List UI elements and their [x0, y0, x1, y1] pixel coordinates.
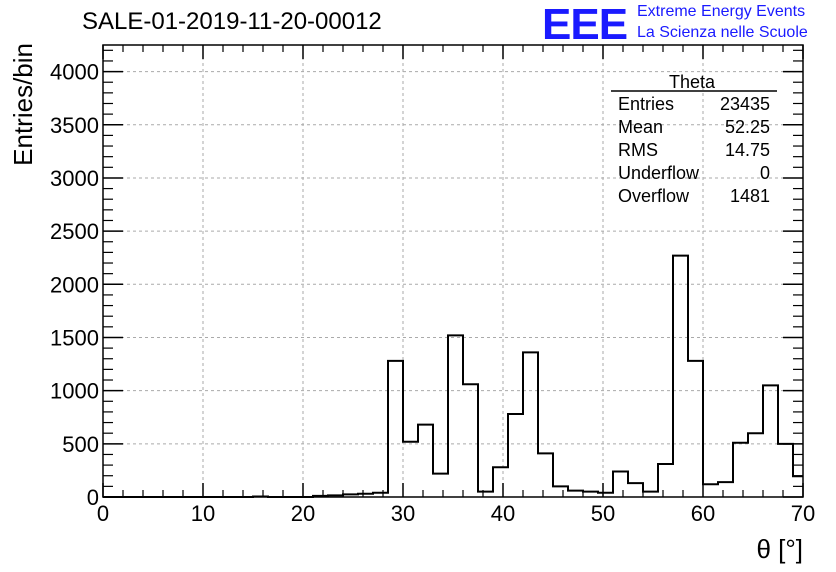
eee-logo: EEE: [542, 0, 628, 49]
y-tick-label: 0: [87, 485, 99, 510]
stats-label-overflow: Overflow: [618, 186, 690, 206]
x-tick-label: 40: [491, 501, 515, 526]
x-tick-label: 0: [97, 501, 109, 526]
logo-caption-line2: La Scienza nelle Scuole: [637, 24, 808, 41]
stats-title: Theta: [669, 72, 716, 92]
stats-label-entries: Entries: [618, 94, 674, 114]
histogram-series: [103, 254, 803, 498]
x-tick-label: 10: [191, 501, 215, 526]
x-tick-label: 30: [391, 501, 415, 526]
stats-label-rms: RMS: [618, 140, 658, 160]
stats-value-overflow: 1481: [730, 186, 770, 206]
plot-frame: [102, 44, 804, 498]
y-axis-label: Entries/bin: [8, 43, 38, 166]
y-tick-label: 1000: [50, 379, 99, 404]
grid-lines: [103, 45, 803, 497]
y-tick-label: 2000: [50, 272, 99, 297]
x-tick-labels: 0 10 20 30 40 50 60 70: [97, 501, 815, 526]
x-tick-label: 60: [691, 501, 715, 526]
stats-value-entries: 23435: [720, 94, 770, 114]
stats-value-underflow: 0: [760, 163, 770, 183]
y-tick-label: 2500: [50, 219, 99, 244]
x-axis-label: θ [°]: [756, 534, 803, 564]
x-tick-label: 70: [791, 501, 815, 526]
y-tick-label: 500: [62, 432, 99, 457]
stats-label-mean: Mean: [618, 117, 663, 137]
stats-label-underflow: Underflow: [618, 163, 700, 183]
y-tick-label: 3500: [50, 113, 99, 138]
logo-caption-line1: Extreme Energy Events: [637, 3, 806, 20]
y-tick-labels: 0 500 1000 1500 2000 2500 3000 3500 4000: [50, 60, 99, 510]
histogram-title: SALE-01-2019-11-20-00012: [82, 8, 382, 35]
x-tick-label: 20: [291, 501, 315, 526]
x-tick-label: 50: [591, 501, 615, 526]
axis-ticks: [102, 45, 804, 498]
y-tick-label: 4000: [50, 60, 99, 85]
stats-value-mean: 52.25: [725, 117, 770, 137]
y-tick-label: 1500: [50, 325, 99, 350]
stats-box: Theta Entries 23435 Mean 52.25 RMS 14.75…: [611, 72, 777, 206]
stats-value-rms: 14.75: [725, 140, 770, 160]
y-tick-label: 3000: [50, 166, 99, 191]
